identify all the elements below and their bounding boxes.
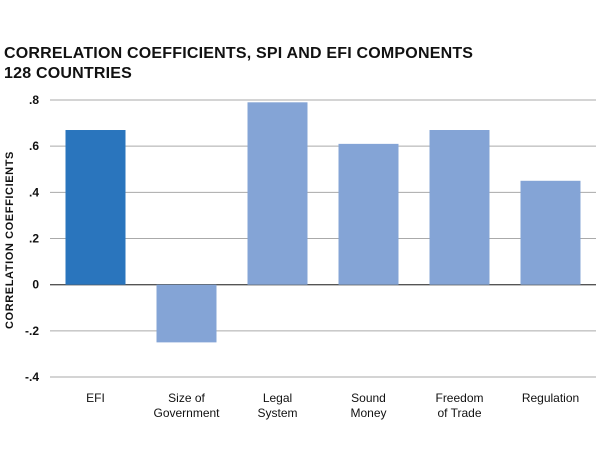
x-category-label: Legal System — [257, 391, 297, 420]
y-tick-label: -.4 — [25, 370, 39, 384]
x-category-label: Regulation — [522, 391, 579, 405]
y-tick-label: .2 — [29, 232, 39, 246]
bar — [338, 143, 399, 285]
chart-subtitle: 128 COUNTRIES — [4, 65, 132, 82]
bar — [65, 130, 126, 285]
y-tick-label: .6 — [29, 139, 39, 153]
x-category-label: Size of Government — [153, 391, 220, 420]
chart-title: CORRELATION COEFFICIENTS, SPI AND EFI CO… — [4, 45, 474, 62]
bar — [247, 102, 308, 285]
bar — [520, 180, 581, 285]
chart-title-block: CORRELATION COEFFICIENTS, SPI AND EFI CO… — [4, 44, 594, 84]
y-tick-label: -.2 — [25, 324, 39, 338]
bar — [429, 130, 490, 285]
x-category-label: EFI — [86, 391, 105, 405]
y-tick-label: .8 — [29, 93, 39, 107]
y-tick-label: 0 — [32, 278, 39, 292]
y-tick-label: .4 — [29, 185, 39, 199]
x-category-label: Sound Money — [350, 391, 386, 420]
x-category-label: Freedom of Trade — [435, 391, 483, 420]
bar — [156, 284, 217, 343]
